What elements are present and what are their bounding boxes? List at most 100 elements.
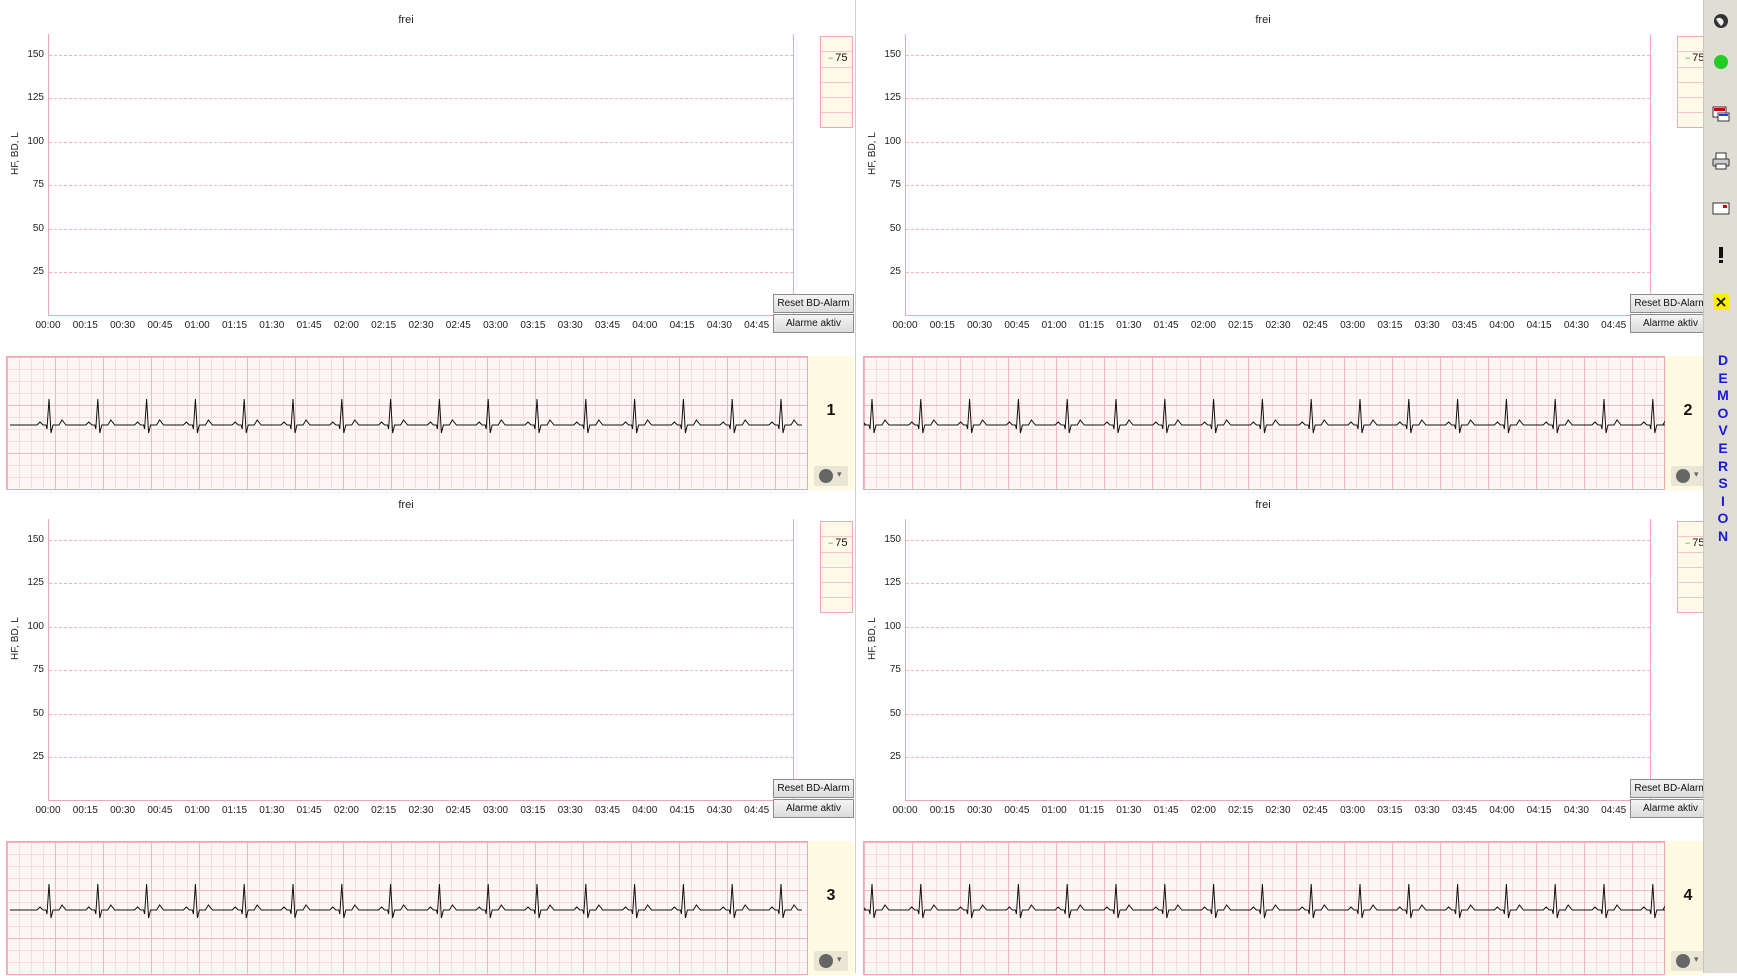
x-tick-label: 04:00 — [632, 320, 658, 331]
x-tick-label: 01:45 — [296, 805, 322, 816]
x-tick-label: 02:45 — [445, 320, 471, 331]
close-icon[interactable] — [1711, 292, 1731, 312]
alarme-aktiv-button[interactable]: Alarme aktiv — [773, 314, 854, 333]
x-tick-label: 01:15 — [1078, 805, 1105, 816]
x-tick-label: 03:00 — [1340, 320, 1366, 331]
x-tick-label: 01:30 — [259, 805, 285, 816]
alert-icon[interactable] — [1711, 245, 1731, 265]
printer-icon[interactable] — [1711, 151, 1731, 171]
x-tick-label: 02:15 — [1228, 320, 1254, 331]
x-tick-label: 03:30 — [557, 320, 583, 331]
monitor-icon[interactable] — [1711, 104, 1731, 124]
grid-line — [906, 757, 1650, 759]
ecg-trace — [864, 398, 1666, 434]
x-tick-label: 02:15 — [1228, 805, 1254, 816]
monitor-panel-3: frei HF, BD, L 150 125 100 75 50 25 00:00 00:15 00… — [0, 485, 855, 975]
x-tick-label: 01:15 — [1078, 320, 1105, 331]
window-icon[interactable] — [1711, 198, 1731, 218]
ecg-trace — [10, 398, 802, 434]
y-tick-label: 75 — [32, 179, 44, 191]
panel-title: frei — [1255, 499, 1271, 511]
x-tick-label: 03:15 — [520, 805, 546, 816]
grid-line — [906, 272, 1650, 274]
x-tick-label: 04:00 — [1489, 805, 1515, 816]
demo-letter: S — [1718, 475, 1728, 492]
channel-select[interactable]: ▾ — [814, 466, 848, 486]
x-tick-label: 02:30 — [1265, 320, 1291, 331]
y-tick-label: 125 — [27, 92, 44, 104]
reset-bd-alarm-button[interactable]: Reset BD-Alarm — [1630, 779, 1711, 798]
x-tick-label: 01:00 — [184, 805, 210, 816]
scale-value: 75 — [1685, 537, 1704, 549]
demo-letter: E — [1718, 439, 1728, 456]
status-green-icon — [1711, 52, 1731, 72]
alarme-aktiv-button[interactable]: Alarme aktiv — [773, 799, 854, 818]
x-tick-label: 02:00 — [333, 805, 359, 816]
alarme-aktiv-button[interactable]: Alarme aktiv — [1630, 314, 1711, 333]
x-tick-label: 00:30 — [967, 320, 993, 331]
x-tick-label: 04:30 — [706, 320, 732, 331]
chevron-down-icon: ▾ — [837, 954, 842, 964]
x-tick-label: 02:30 — [408, 805, 434, 816]
grid-line — [49, 670, 793, 672]
reset-bd-alarm-button[interactable]: Reset BD-Alarm — [1630, 294, 1711, 313]
demo-letter: O — [1717, 404, 1729, 421]
chevron-down-icon: ▾ — [837, 469, 842, 479]
panel-title: frei — [398, 14, 414, 26]
grid-line — [49, 757, 793, 759]
x-tick-label: 03:00 — [483, 320, 509, 331]
x-tick-label: 02:45 — [1302, 320, 1328, 331]
grid-line — [906, 670, 1650, 672]
grid-line — [906, 185, 1650, 187]
ecg-trace — [864, 883, 1666, 919]
trend-plot — [905, 34, 1651, 316]
channel-select[interactable]: ▾ — [1671, 951, 1705, 971]
y-tick-label: 75 — [32, 664, 44, 676]
reset-bd-alarm-button[interactable]: Reset BD-Alarm — [773, 779, 854, 798]
x-tick-label: 00:45 — [147, 805, 173, 816]
x-tick-label: 00:45 — [1004, 805, 1030, 816]
x-tick-label: 03:45 — [1451, 805, 1478, 816]
x-tick-label: 04:15 — [1526, 320, 1552, 331]
x-tick-label: 02:15 — [371, 320, 397, 331]
grid-line — [49, 98, 793, 100]
grid-line — [49, 272, 793, 274]
y-tick-label: 25 — [889, 751, 901, 763]
x-tick-label: 02:45 — [445, 805, 471, 816]
x-tick-label: 01:30 — [1116, 320, 1142, 331]
demo-letter: D — [1717, 352, 1729, 368]
x-tick-label: 02:30 — [1265, 805, 1291, 816]
channel-select[interactable]: ▾ — [814, 951, 848, 971]
x-tick-label: 00:00 — [892, 805, 918, 816]
x-tick-label: 04:45 — [744, 320, 770, 331]
demo-letter: N — [1717, 527, 1729, 544]
globe-icon[interactable] — [1711, 11, 1731, 31]
record-icon — [1676, 954, 1690, 968]
y-tick-label: 100 — [884, 135, 901, 147]
x-tick-label: 01:45 — [1153, 805, 1179, 816]
x-tick-label: 03:15 — [520, 320, 546, 331]
grid-line — [49, 713, 793, 715]
channel-select[interactable]: ▾ — [1671, 466, 1705, 486]
value-scale — [820, 36, 853, 128]
reset-bd-alarm-button[interactable]: Reset BD-Alarm — [773, 294, 854, 313]
grid-line — [49, 626, 793, 628]
trend-plot — [48, 519, 794, 801]
channel-number: 4 — [1683, 887, 1693, 904]
grid-line — [49, 228, 793, 230]
grid-line — [906, 539, 1650, 541]
grid-line — [906, 713, 1650, 715]
monitor-panel-2: frei HF, BD, L 150 125 100 75 50 25 00:00 00:15 00… — [857, 0, 1712, 490]
grid-line — [49, 583, 793, 585]
x-tick-label: 03:30 — [1414, 805, 1440, 816]
channel-number: 2 — [1683, 402, 1693, 419]
y-tick-label: 150 — [27, 533, 44, 545]
x-tick-label: 00:30 — [110, 320, 136, 331]
x-tick-label: 01:45 — [296, 320, 322, 331]
y-tick-label: 100 — [27, 620, 44, 632]
alarme-aktiv-button[interactable]: Alarme aktiv — [1630, 799, 1711, 818]
x-tick-label: 04:00 — [1489, 320, 1515, 331]
x-tick-label: 01:30 — [1116, 805, 1142, 816]
x-tick-label: 04:00 — [632, 805, 658, 816]
